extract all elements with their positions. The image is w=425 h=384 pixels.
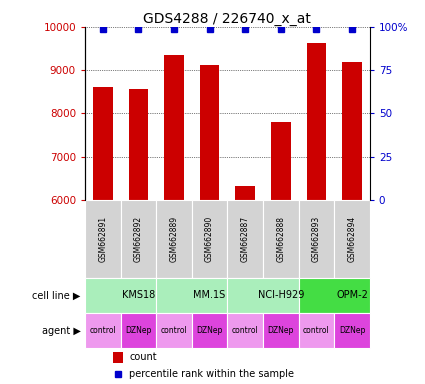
Bar [298,313,334,348]
Text: GSM662889: GSM662889 [170,216,178,262]
Text: control: control [89,326,116,335]
Bar [192,313,227,348]
Bar [156,278,227,313]
Text: MM.1S: MM.1S [193,290,226,300]
Bar [156,200,192,278]
Bar [121,313,156,348]
Text: GSM662888: GSM662888 [276,216,285,262]
Bar [334,313,370,348]
Text: GSM662887: GSM662887 [241,216,249,262]
Text: DZNep: DZNep [196,326,223,335]
Bar [306,43,326,200]
Text: count: count [129,352,157,362]
Text: cell line ▶: cell line ▶ [32,290,81,300]
Bar [85,200,121,278]
Bar [113,351,123,362]
Bar [227,278,298,313]
Text: GSM662892: GSM662892 [134,216,143,262]
Text: GSM662890: GSM662890 [205,216,214,262]
Bar [263,313,298,348]
Bar [192,200,227,278]
Text: percentile rank within the sample: percentile rank within the sample [129,369,294,379]
Text: control: control [303,326,330,335]
Bar [200,65,219,200]
Bar [85,313,121,348]
Bar [129,89,148,200]
Text: agent ▶: agent ▶ [42,326,81,336]
Text: control: control [161,326,187,335]
Bar [227,313,263,348]
Text: OPM-2: OPM-2 [336,290,368,300]
Text: KMS18: KMS18 [122,290,155,300]
Bar [164,55,184,200]
Text: GSM662891: GSM662891 [98,216,107,262]
Bar [156,313,192,348]
Bar [227,200,263,278]
Text: DZNep: DZNep [125,326,152,335]
Text: NCI-H929: NCI-H929 [258,290,304,300]
Bar [85,278,156,313]
Bar [121,200,156,278]
Bar [298,278,370,313]
Bar [93,87,113,200]
Bar [235,186,255,200]
Bar [342,61,362,200]
Title: GDS4288 / 226740_x_at: GDS4288 / 226740_x_at [143,12,311,26]
Bar [263,200,298,278]
Text: DZNep: DZNep [268,326,294,335]
Bar [298,200,334,278]
Bar [271,122,291,200]
Text: DZNep: DZNep [339,326,365,335]
Bar [334,200,370,278]
Text: GSM662894: GSM662894 [348,216,357,262]
Text: control: control [232,326,258,335]
Text: GSM662893: GSM662893 [312,216,321,262]
